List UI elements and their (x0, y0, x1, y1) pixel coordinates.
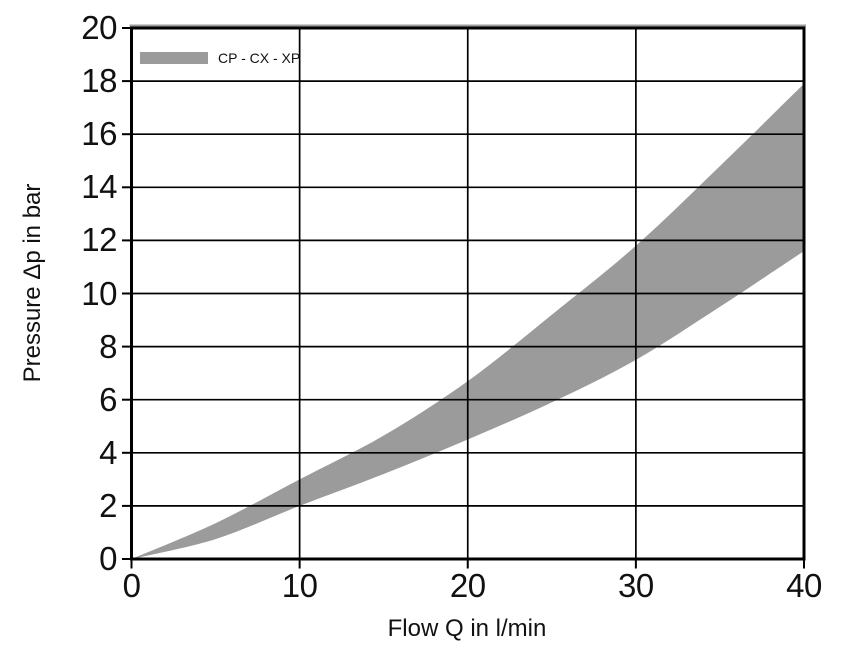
y-tick-label: 14 (81, 168, 117, 206)
plot-border (130, 26, 806, 561)
x-tick-label: 20 (449, 567, 486, 604)
x-axis-title: Flow Q in l/min (387, 615, 547, 642)
y-tick-label: 12 (81, 221, 117, 259)
legend: CP - CX - XP (140, 45, 300, 71)
y-tick-label: 6 (99, 380, 117, 418)
y-tick-label: 10 (81, 274, 117, 312)
y-tick-label: 18 (81, 62, 117, 100)
x-tick-label: 0 (122, 567, 141, 604)
x-tick-label: 40 (786, 567, 822, 604)
y-tick-label: 0 (99, 540, 117, 577)
y-tick-label: 2 (99, 486, 117, 524)
y-tick-label: 16 (81, 115, 117, 153)
y-tick-label: 8 (99, 327, 117, 365)
y-axis-title: Pressure Δp in bar (19, 183, 46, 383)
x-tick-label: 10 (281, 567, 318, 604)
pressure-band (131, 83, 804, 560)
x-tick-label: 30 (618, 567, 654, 604)
legend-label: CP - CX - XP (218, 50, 301, 66)
legend-swatch (140, 52, 208, 64)
y-tick-label: 20 (81, 9, 117, 46)
y-tick-label: 4 (99, 433, 117, 471)
